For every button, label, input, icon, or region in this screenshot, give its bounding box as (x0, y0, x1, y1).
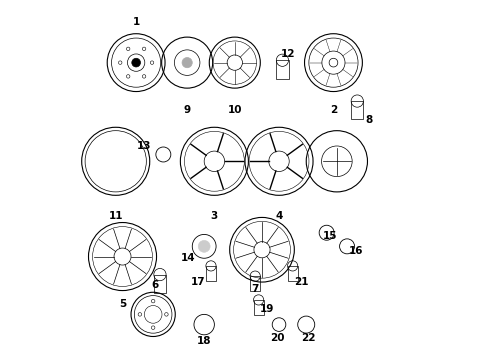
Bar (276, 60, 289, 78)
Text: 21: 21 (294, 277, 309, 287)
Text: 20: 20 (270, 333, 285, 343)
Text: 3: 3 (211, 211, 218, 221)
Text: 6: 6 (151, 280, 158, 291)
Text: 7: 7 (251, 284, 259, 294)
Bar (154, 275, 166, 293)
Text: 11: 11 (108, 211, 123, 221)
Text: 17: 17 (191, 277, 206, 287)
Circle shape (198, 240, 210, 252)
Text: 12: 12 (281, 49, 295, 59)
Bar (250, 276, 260, 291)
Text: 15: 15 (323, 231, 338, 241)
Bar (253, 300, 264, 315)
Text: 2: 2 (330, 105, 337, 115)
Text: 13: 13 (137, 141, 151, 151)
Text: 9: 9 (184, 105, 191, 115)
Text: 10: 10 (227, 105, 242, 115)
Circle shape (132, 58, 141, 67)
Text: 5: 5 (119, 299, 126, 309)
Bar (288, 266, 298, 281)
Text: 8: 8 (366, 116, 373, 126)
Text: 4: 4 (275, 211, 283, 221)
Text: 1: 1 (132, 17, 140, 27)
Bar (206, 266, 216, 281)
Text: 19: 19 (260, 304, 275, 314)
Circle shape (182, 58, 192, 68)
Text: 16: 16 (349, 247, 363, 256)
Text: 22: 22 (301, 333, 315, 343)
Bar (351, 101, 364, 120)
Text: 14: 14 (181, 253, 196, 263)
Text: 18: 18 (197, 337, 211, 346)
